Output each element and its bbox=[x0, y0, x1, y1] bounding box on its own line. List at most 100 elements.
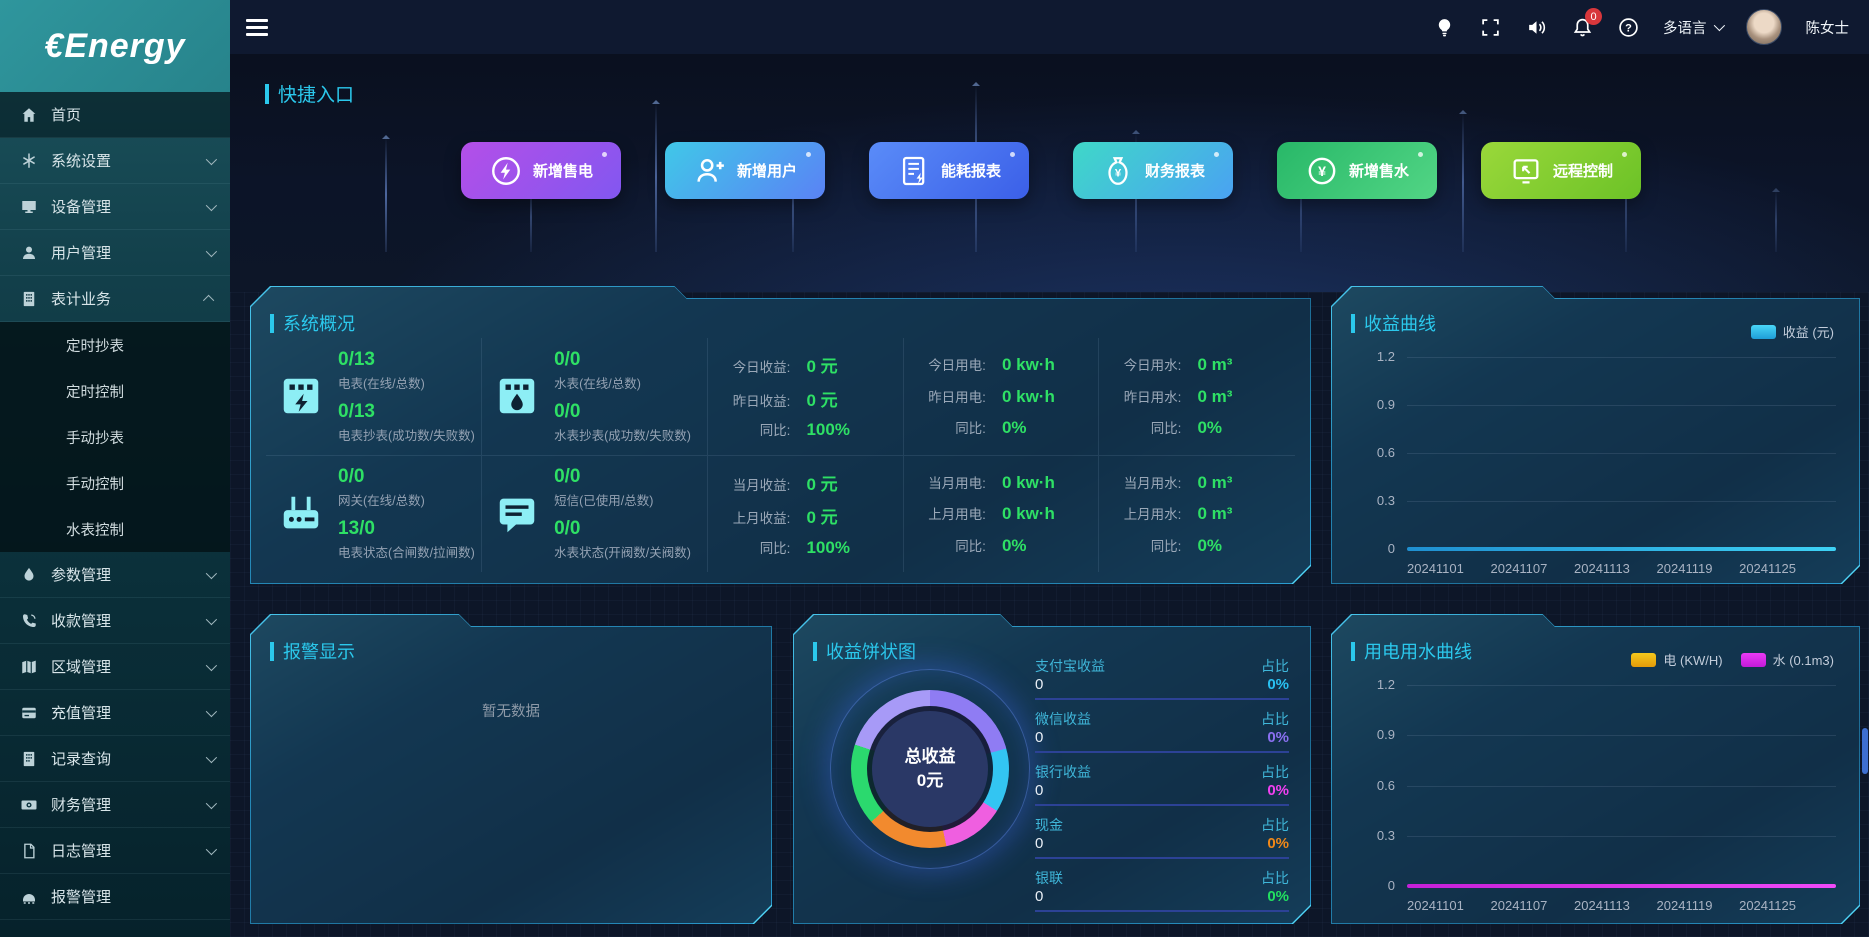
quick-entry-title: 快捷入口 bbox=[265, 80, 354, 107]
sidebar-subitem-scheduled-control[interactable]: 定时控制 bbox=[66, 384, 124, 401]
coin-icon: ¥ bbox=[1308, 157, 1336, 184]
sidebar-item-label: 财务管理 bbox=[51, 797, 112, 814]
sidebar-subitem-water-meter-control[interactable]: 水表控制 bbox=[66, 522, 124, 539]
chevron-down-icon bbox=[205, 567, 218, 579]
avatar[interactable] bbox=[1745, 9, 1782, 45]
page-scrollbar-thumb[interactable] bbox=[1862, 728, 1868, 774]
settings-icon bbox=[20, 152, 38, 170]
sidebar-item-region-management[interactable]: 区域管理 bbox=[0, 644, 230, 690]
list-item-cash: 现金 占比 0 0% bbox=[1035, 815, 1289, 859]
alarm-display-title: 报警显示 bbox=[270, 638, 355, 664]
revenue-pie-title: 收益饼状图 bbox=[813, 638, 916, 664]
usage-chart-x-axis: 20241101 20241107 20241113 20241119 20241125 bbox=[1407, 898, 1796, 913]
overview-water-column: 今日用水: 0 m³ 昨日用水: 0 m³ 同比: 0% 当月用水: 0 m³ 上月用水… bbox=[1099, 338, 1295, 572]
energy-report-icon bbox=[902, 156, 925, 185]
sidebar-item-home[interactable]: 首页 bbox=[0, 92, 230, 138]
sidebar-item-label: 设备管理 bbox=[51, 199, 112, 216]
speaker-icon[interactable] bbox=[1525, 16, 1547, 38]
map-icon bbox=[20, 658, 38, 676]
main-content: 快捷入口 新增售电 新增用户 能耗报表 ¥ 财务报表 ¥ 新增售水 bbox=[230, 54, 1869, 937]
electric-meter-icon bbox=[278, 373, 324, 419]
finance-report-button[interactable]: ¥ 财务报表 bbox=[1073, 142, 1233, 199]
username[interactable]: 陈女士 bbox=[1805, 20, 1850, 37]
legend-swatch-revenue bbox=[1751, 325, 1776, 339]
revenue-chart-legend: 收益 (元) bbox=[1751, 322, 1834, 341]
sidebar: €Energy 首页 系统设置 设备管理 用户管理 bbox=[0, 0, 230, 937]
svg-text:¥: ¥ bbox=[1318, 164, 1326, 180]
sidebar-subitem-manual-control[interactable]: 手动控制 bbox=[66, 476, 124, 493]
chevron-down-icon bbox=[205, 843, 218, 855]
donut-center-label: 总收益 0元 bbox=[872, 711, 988, 827]
svg-text:?: ? bbox=[1625, 22, 1632, 34]
sidebar-item-label: 首页 bbox=[51, 107, 82, 124]
chevron-down-icon bbox=[205, 705, 218, 717]
list-item-unionpay: 银联 占比 0 0% bbox=[1035, 868, 1289, 912]
sidebar-item-device-management[interactable]: 设备管理 bbox=[0, 184, 230, 230]
language-selector[interactable]: 多语言 bbox=[1663, 17, 1725, 38]
home-icon bbox=[20, 106, 38, 124]
remote-control-icon bbox=[1513, 158, 1539, 183]
help-icon[interactable]: ? bbox=[1617, 16, 1639, 38]
bell-icon[interactable]: 0 bbox=[1571, 8, 1602, 38]
sidebar-item-label: 收款管理 bbox=[51, 613, 112, 630]
sidebar-item-meter-business[interactable]: 表计业务 bbox=[0, 276, 230, 322]
monitor-icon bbox=[20, 198, 38, 216]
user-plus-icon bbox=[697, 158, 724, 182]
theme-bulb-icon[interactable] bbox=[1433, 16, 1455, 38]
sidebar-item-record-query[interactable]: 记录查询 bbox=[0, 736, 230, 782]
sidebar-subitem-manual-reading[interactable]: 手动抄表 bbox=[66, 430, 124, 447]
meter-icon bbox=[20, 290, 38, 308]
svg-text:¥: ¥ bbox=[1115, 167, 1122, 179]
list-item-bank: 银行收益 占比 0 0% bbox=[1035, 762, 1289, 806]
sidebar-item-label: 用户管理 bbox=[51, 245, 112, 262]
fullscreen-icon[interactable] bbox=[1479, 16, 1501, 38]
usage-chart-title: 用电用水曲线 bbox=[1351, 638, 1472, 664]
sidebar-subitem-scheduled-reading[interactable]: 定时抄表 bbox=[66, 338, 124, 355]
sidebar-item-finance-management[interactable]: 财务管理 bbox=[0, 782, 230, 828]
revenue-chart-panel: 收益曲线 收益 (元) 1.2 0.9 0.6 0.3 0 20241101 20… bbox=[1331, 286, 1860, 584]
alarm-display-panel: 报警显示 暂无数据 bbox=[250, 614, 772, 924]
donut-glow-ring bbox=[830, 669, 1030, 869]
system-overview-panel: 系统概况 0/13 电表(在线/总数) 0/13 电表抄表(成功数/失败数) 0… bbox=[250, 286, 1311, 584]
overview-revenue-column: 今日收益: 0 元 昨日收益: 0 元 同比: 100% 当月收益: 0 元 上月收益:… bbox=[708, 338, 904, 572]
chevron-down-icon bbox=[205, 153, 218, 165]
remote-control-button[interactable]: 远程控制 bbox=[1481, 142, 1641, 199]
usage-chart-legend: 电 (KW/H) 水 (0.1m3) bbox=[1631, 650, 1834, 669]
topbar-actions: 0 ? 多语言 陈女士 bbox=[1433, 8, 1869, 45]
sidebar-item-user-management[interactable]: 用户管理 bbox=[0, 230, 230, 276]
sidebar-item-label: 参数管理 bbox=[51, 567, 112, 584]
user-icon bbox=[20, 244, 38, 262]
add-user-button[interactable]: 新增用户 bbox=[665, 142, 825, 199]
sidebar-item-label: 报警管理 bbox=[51, 889, 112, 906]
sidebar-item-parameter-management[interactable]: 参数管理 bbox=[0, 552, 230, 598]
revenue-donut-chart: 总收益 0元 bbox=[851, 690, 1009, 848]
sidebar-item-label: 日志管理 bbox=[51, 843, 112, 860]
sidebar-item-alarm-management[interactable]: 报警管理 bbox=[0, 874, 230, 920]
sidebar-item-log-management[interactable]: 日志管理 bbox=[0, 828, 230, 874]
sms-stat: 0/0 短信(已使用/总数) 0/0 水表状态(开阀数/关阀数) bbox=[482, 462, 707, 565]
meter-business-submenu: 定时抄表 定时控制 手动抄表 手动控制 水表控制 bbox=[0, 322, 230, 552]
revenue-chart-plot: 1.2 0.9 0.6 0.3 0 20241101 20241107 202411… bbox=[1357, 357, 1836, 549]
card-icon bbox=[20, 704, 38, 722]
gateway-stat: 0/0 网关(在线/总数) 13/0 电表状态(合闸数/拉闸数) bbox=[266, 462, 481, 565]
sidebar-item-collection-management[interactable]: 收款管理 bbox=[0, 598, 230, 644]
chevron-down-icon bbox=[205, 199, 218, 211]
water-line-series bbox=[1407, 884, 1836, 888]
lightning-icon bbox=[492, 156, 520, 185]
revenue-breakdown-list: 支付宝收益 占比 0 0% 微信收益 占比 0 0% 银行收益 占比 0 0% 现金 占比 0… bbox=[1035, 656, 1289, 921]
add-water-sale-button[interactable]: ¥ 新增售水 bbox=[1277, 142, 1437, 199]
system-overview-title: 系统概况 bbox=[270, 310, 355, 336]
energy-report-button[interactable]: 能耗报表 bbox=[869, 142, 1029, 199]
sidebar-item-recharge-management[interactable]: 充值管理 bbox=[0, 690, 230, 736]
language-label: 多语言 bbox=[1663, 20, 1707, 37]
overview-meter-column-water: 0/0 水表(在线/总数) 0/0 水表抄表(成功数/失败数) 0/0 短信(已… bbox=[482, 338, 708, 572]
chevron-up-icon bbox=[202, 294, 215, 306]
sidebar-item-label: 表计业务 bbox=[51, 291, 112, 308]
sidebar-item-system-settings[interactable]: 系统设置 bbox=[0, 138, 230, 184]
hamburger-menu-icon[interactable] bbox=[246, 15, 268, 40]
add-electricity-sale-button[interactable]: 新增售电 bbox=[461, 142, 621, 199]
water-meter-icon bbox=[494, 373, 540, 419]
brand-logo: €Energy bbox=[0, 0, 230, 92]
electric-meter-stat: 0/13 电表(在线/总数) 0/13 电表抄表(成功数/失败数) bbox=[266, 345, 481, 448]
